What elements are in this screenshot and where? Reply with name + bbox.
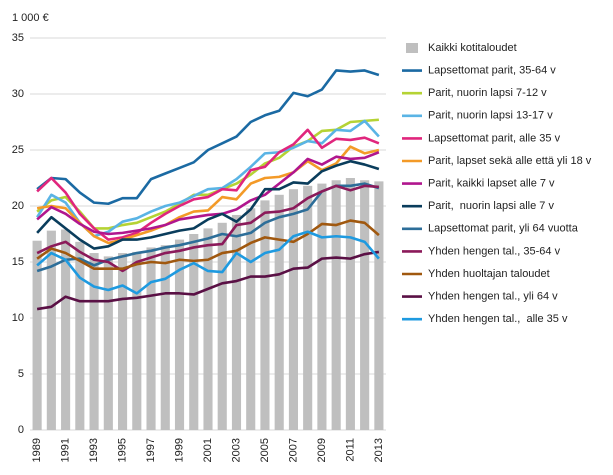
x-tick-label: 2009 [316,438,328,462]
x-tick-label: 2001 [202,438,214,462]
legend-label: Parit, nuorin lapsi 7-12 v [428,87,547,99]
y-tick-label: 20 [12,200,24,212]
legend-label: Yhden hengen tal., alle 35 v [428,313,568,325]
bar [217,222,227,430]
x-tick-label: 2003 [230,438,242,462]
bar [288,189,298,430]
legend-label: Lapsettomat parit, yli 64 vuotta [428,223,579,235]
x-tick-label: 1989 [31,438,43,462]
x-tick-label: 2007 [287,438,299,462]
line-series [36,128,380,241]
bar [345,178,355,430]
bar [61,229,71,430]
line-series [36,219,380,271]
bar [331,180,341,430]
y-tick-label: 35 [12,32,24,44]
y-tick-label: 25 [12,144,24,156]
y-tick-label: 15 [12,256,24,268]
legend-label: Parit, lapset sekä alle että yli 18 v [428,155,592,167]
y-axis-unit: 1 000 € [12,12,49,24]
bar [246,208,256,430]
x-tick-label: 1991 [60,438,72,462]
bar [189,234,199,430]
legend-label: Kaikki kotitaloudet [428,42,517,54]
legend-label: Yhden hengen tal., yli 64 v [428,291,558,303]
bar [103,256,113,430]
bar [374,181,384,430]
line-series [36,118,379,230]
bar [146,247,156,430]
legend-label: Yhden hengen tal., 35-64 v [428,245,561,257]
bar [160,245,170,430]
legend-swatch [406,43,418,53]
bar [231,214,242,430]
line-series [36,230,380,295]
bar [118,253,128,430]
line-series [36,159,380,250]
bar [303,185,313,430]
bar [274,194,284,430]
y-tick-label: 0 [18,424,24,436]
line-series [36,69,380,206]
bar [260,200,270,430]
bar [317,183,327,430]
bar [174,239,185,430]
bar [132,251,142,430]
x-tick-label: 2011 [344,438,356,462]
legend-label: Parit, kaikki lapset alle 7 v [428,178,555,190]
x-tick-label: 1997 [145,438,157,462]
legend-label: Parit, nuorin lapsi 13-17 v [428,110,553,122]
y-tick-label: 10 [12,312,24,324]
legend-label: Parit, nuorin lapsi alle 7 v [428,200,554,212]
line-series [36,151,380,236]
x-tick-label: 1993 [88,438,100,462]
legend-label: Lapsettomat parit, alle 35 v [428,132,561,144]
bar [360,180,370,430]
bar [75,241,85,430]
x-tick-label: 1995 [116,438,128,462]
line-series [36,184,379,273]
x-tick-label: 2005 [259,438,271,462]
bar [32,240,42,430]
legend-label: Yhden huoltajan taloudet [428,268,550,280]
x-tick-label: 1999 [173,438,185,462]
legend-label: Lapsettomat parit, 35-64 v [428,65,556,77]
x-tick-label: 2013 [373,438,385,462]
bar [46,230,56,430]
y-tick-label: 5 [18,368,24,380]
bar [89,253,99,430]
bar [203,228,213,430]
y-tick-label: 30 [12,88,24,100]
line-series [36,250,380,311]
